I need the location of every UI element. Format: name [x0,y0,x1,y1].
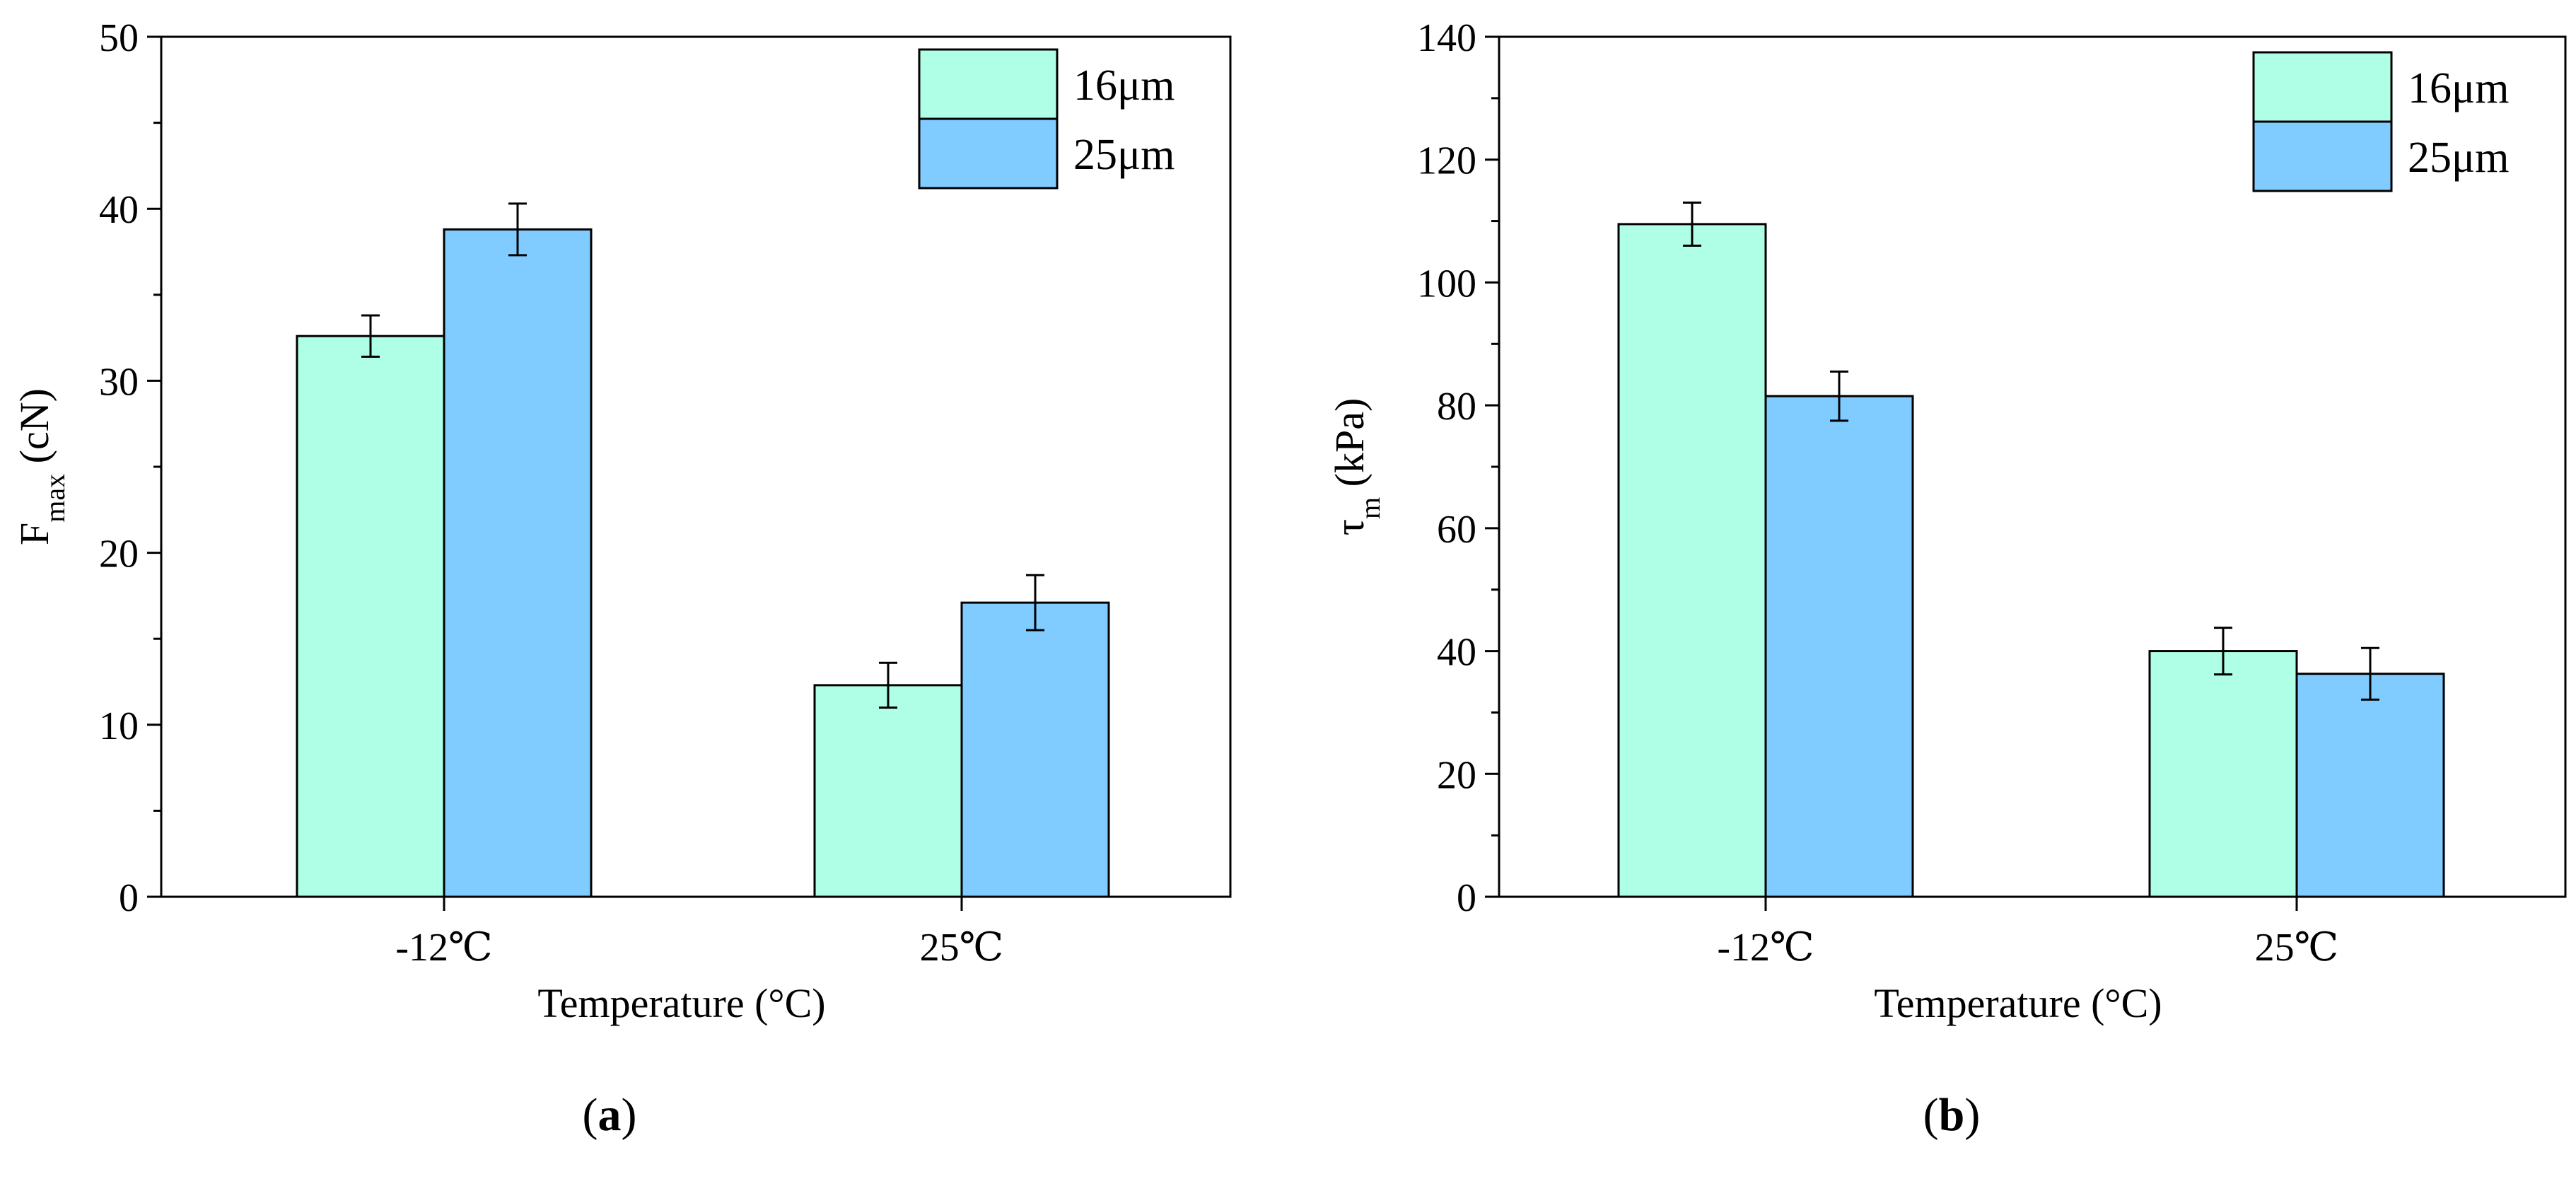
y-tick-label: 0 [119,876,139,920]
y-tick-label: 20 [1437,753,1476,797]
legend-label: 25μm [2408,134,2509,182]
bar [813,684,963,898]
chart-b: 0 20 40 60 80 100 120 140 -12℃ 25℃ Temperature (°C… [1327,16,2567,1026]
x-tick-label: 25℃ [920,926,1004,970]
x-axis-label: Temperature (°C) [1874,980,2162,1026]
panel-label-a: (a) [583,1089,637,1141]
y-tick-label: 40 [1437,631,1476,675]
y-tick-label: 60 [1437,508,1476,552]
y-tick-label: 80 [1437,385,1476,429]
legend-swatch [918,117,1059,190]
y-tick-label: 10 [99,704,139,748]
y-tick-label: 0 [1457,876,1476,920]
bar [1617,223,1767,898]
legend-label: 16μm [1073,62,1175,110]
bar [2148,650,2298,898]
y-tick-label: 120 [1417,139,1476,183]
x-tick-label: 25℃ [2255,926,2339,970]
y-tick-label: 20 [99,533,139,576]
panel-label-b: (b) [1923,1089,1981,1141]
x-axis-label: Temperature (°C) [537,980,825,1026]
y-tick-label: 50 [99,16,139,60]
x-tick-label: -12℃ [1717,926,1814,970]
y-axis-label: Fmax (cN) [11,388,71,545]
y-tick-label: 30 [99,360,139,404]
y-tick-label: 40 [99,188,139,232]
chart-a: 0 10 20 30 40 50 -12℃ 25℃ Temperature (°C) Fmax (… [11,16,1232,1026]
y-tick-label: 140 [1417,16,1476,60]
bar [1764,395,1914,898]
y-tick-label: 100 [1417,262,1476,306]
legend-label: 25μm [1073,131,1175,179]
bar [443,228,593,898]
x-tick-label: -12℃ [395,926,492,970]
legend-swatch [2252,51,2393,123]
y-axis-label: τm (kPa) [1327,398,1386,536]
bar [960,601,1110,898]
bar [296,335,445,898]
bar [2295,673,2445,898]
legend-swatch [918,48,1059,120]
legend-label: 16μm [2408,64,2509,112]
legend-swatch [2252,120,2393,192]
